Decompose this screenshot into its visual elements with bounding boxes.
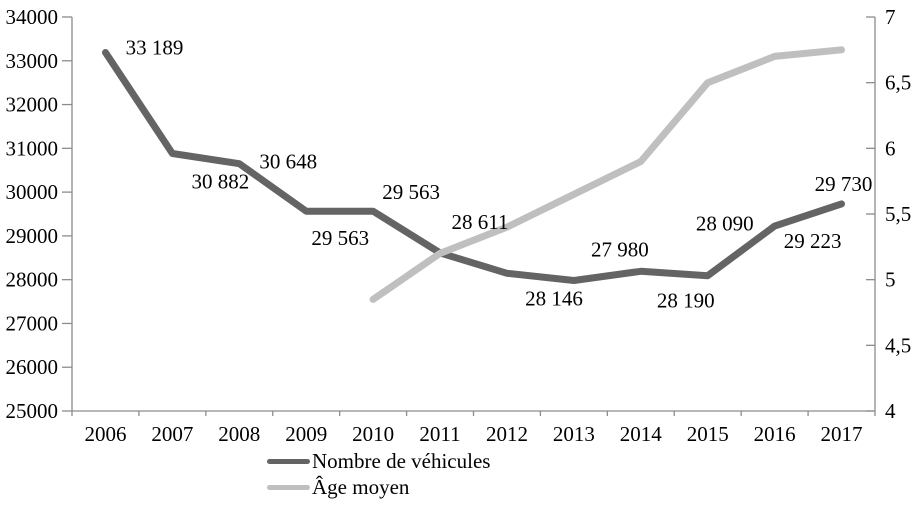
y-axis-left-tick-label: 26000	[6, 355, 59, 379]
series-line--ge-moyen	[369, 46, 845, 303]
y-axis-right-tick-label: 7	[885, 5, 896, 29]
data-label: 28 611	[452, 210, 509, 234]
y-axis-left-tick-label: 34000	[6, 5, 59, 29]
x-axis-tick-label: 2017	[821, 422, 863, 446]
data-label: 29 223	[784, 229, 842, 253]
x-axis-tick-label: 2012	[486, 422, 528, 446]
x-axis-tick-label: 2014	[620, 422, 663, 446]
y-axis-left-tick-label: 31000	[6, 136, 59, 160]
x-axis-tick-label: 2015	[687, 422, 729, 446]
data-label: 28 146	[525, 286, 583, 310]
legend-item-nombre-de-vehicules: Nombre de véhicules	[267, 448, 490, 474]
x-axis-tick-label: 2007	[151, 422, 193, 446]
x-axis-tick-label: 2013	[553, 422, 595, 446]
data-label: 28 090	[696, 212, 754, 236]
legend-label-age-moyen: Âge moyen	[312, 475, 410, 499]
legend-label-nombre-de-vehicules: Nombre de véhicules	[312, 449, 491, 473]
data-label: 29 563	[382, 180, 440, 204]
x-axis-tick-label: 2009	[285, 422, 327, 446]
y-axis-right-tick-label: 6	[885, 136, 896, 160]
x-axis-tick-label: 2016	[754, 422, 796, 446]
data-label: 28 190	[657, 288, 715, 312]
x-axis-tick-label: 2006	[84, 422, 126, 446]
y-axis-left-tick-label: 27000	[6, 311, 59, 335]
data-label: 29 730	[815, 172, 873, 196]
x-axis-tick-label: 2011	[419, 422, 460, 446]
data-label: 30 648	[259, 150, 317, 174]
y-axis-right-tick-label: 5,5	[885, 202, 911, 226]
data-label: 30 882	[192, 169, 250, 193]
y-axis-left-tick-label: 29000	[6, 224, 59, 248]
series-line-nombre-de-v-hicules	[102, 49, 845, 284]
legend-item-age-moyen: Âge moyen	[267, 474, 490, 500]
legend: Nombre de véhicules Âge moyen	[267, 448, 490, 500]
data-label: 33 189	[126, 36, 184, 60]
y-axis-right-tick-label: 6,5	[885, 71, 911, 95]
x-axis-tick-label: 2010	[352, 422, 394, 446]
legend-swatch-age-moyen-icon	[267, 484, 310, 490]
y-axis-left-tick-label: 32000	[6, 93, 59, 117]
y-axis-right-tick-label: 4	[885, 399, 896, 423]
y-axis-left-tick-label: 28000	[6, 268, 59, 292]
y-axis-left-tick-label: 30000	[6, 180, 59, 204]
data-label: 29 563	[311, 226, 369, 250]
y-axis-left-tick-label: 33000	[6, 49, 59, 73]
legend-swatch-nombre-de-vehicules-icon	[267, 458, 310, 464]
y-axis-left-tick-label: 25000	[6, 399, 59, 423]
y-axis-right-tick-label: 4,5	[885, 333, 911, 357]
x-axis-tick-label: 2008	[218, 422, 260, 446]
data-label: 27 980	[591, 238, 649, 262]
y-axis-right-tick-label: 5	[885, 268, 896, 292]
